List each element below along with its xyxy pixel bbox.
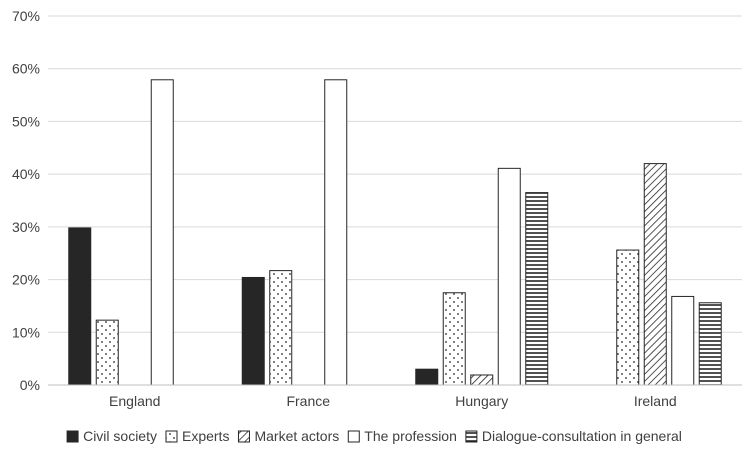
- legend-swatch: [237, 430, 250, 443]
- legend: Civil society Experts Market actors The pro…: [66, 428, 682, 444]
- legend-label: Dialogue-consultation in general: [482, 428, 682, 444]
- bar-dialogue-consultation-in-general: [698, 302, 722, 386]
- legend-label: Experts: [182, 428, 229, 444]
- legend-item-civil-society: Civil society: [66, 428, 157, 444]
- y-tick-label: 60%: [12, 61, 40, 77]
- bar-the-profession: [671, 295, 695, 386]
- y-tick-label: 20%: [12, 272, 40, 288]
- x-tick-label: Ireland: [634, 393, 677, 409]
- y-tick-label: 10%: [12, 324, 40, 340]
- legend-item-experts: Experts: [165, 428, 229, 444]
- y-tick-label: 70%: [12, 8, 40, 24]
- bar-the-profession: [150, 79, 174, 386]
- bar-experts: [269, 270, 293, 386]
- legend-swatch: [347, 430, 360, 443]
- x-tick-label: Hungary: [455, 393, 508, 409]
- legend-swatch: [165, 430, 178, 443]
- bar-experts: [442, 292, 466, 386]
- bars: [68, 79, 722, 386]
- y-tick-label: 30%: [12, 219, 40, 235]
- x-axis-category-labels: England France Hungary Ireland: [109, 393, 677, 409]
- bar-market-actors: [470, 374, 494, 386]
- legend-label: The profession: [364, 428, 457, 444]
- bar-the-profession: [324, 79, 348, 386]
- legend-item-the-profession: The profession: [347, 428, 457, 444]
- legend-item-dialogue-consultation-in-general: Dialogue-consultation in general: [465, 428, 682, 444]
- legend-swatch: [465, 430, 478, 443]
- y-axis-tick-labels: 0% 10% 20% 30% 40% 50% 60% 70%: [12, 8, 40, 393]
- legend-label: Market actors: [254, 428, 339, 444]
- legend-label: Civil society: [83, 428, 157, 444]
- bar-civil-society: [68, 227, 92, 386]
- bar-the-profession: [497, 167, 521, 386]
- bar-civil-society: [415, 368, 439, 386]
- legend-item-market-actors: Market actors: [237, 428, 339, 444]
- x-tick-label: France: [286, 393, 330, 409]
- bar-experts: [95, 319, 119, 386]
- bar-civil-society: [241, 276, 265, 386]
- legend-swatch: [66, 430, 79, 443]
- bar-dialogue-consultation-in-general: [525, 192, 549, 386]
- y-tick-label: 40%: [12, 166, 40, 182]
- bar-experts: [616, 249, 640, 386]
- y-tick-label: 50%: [12, 113, 40, 129]
- x-tick-label: England: [109, 393, 160, 409]
- y-tick-label: 0%: [20, 377, 40, 393]
- bar-market-actors: [643, 163, 667, 386]
